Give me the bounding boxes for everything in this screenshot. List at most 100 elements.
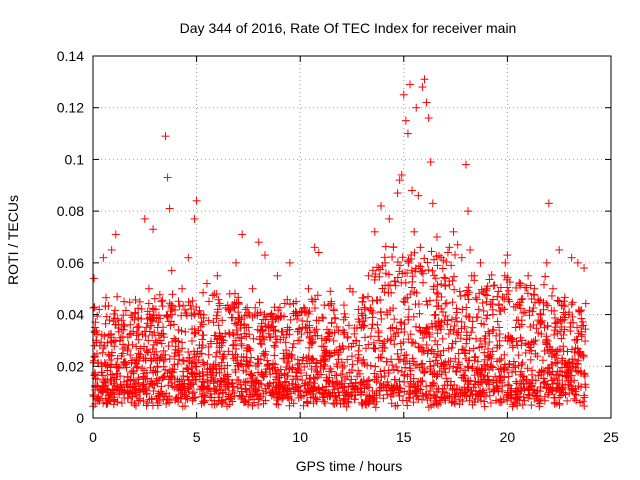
background-point — [416, 377, 425, 386]
data-point — [192, 196, 201, 205]
background-point — [273, 393, 282, 402]
background-point — [153, 354, 162, 363]
background-point — [131, 308, 140, 317]
background-point — [199, 384, 208, 393]
background-point — [256, 339, 265, 348]
background-point — [178, 338, 187, 347]
data-point — [445, 243, 454, 252]
background-point — [201, 396, 210, 405]
data-point — [476, 258, 485, 267]
background-point — [517, 360, 526, 369]
background-point — [422, 340, 431, 349]
background-point — [228, 313, 237, 322]
background-point — [494, 384, 503, 393]
background-point — [210, 290, 219, 299]
background-point — [561, 359, 570, 368]
background-point — [376, 353, 385, 362]
background-point — [247, 379, 256, 388]
background-point — [468, 317, 477, 326]
background-point — [339, 326, 348, 335]
background-point — [344, 321, 353, 330]
background-point — [480, 402, 489, 411]
background-point — [259, 399, 268, 408]
background-point — [373, 296, 382, 305]
background-point — [393, 349, 402, 358]
background-point — [170, 360, 179, 369]
background-point — [489, 295, 498, 304]
background-point — [581, 299, 590, 308]
background-point — [248, 373, 257, 382]
background-point — [476, 378, 485, 387]
background-point — [540, 280, 549, 289]
background-point — [209, 360, 218, 369]
background-point — [168, 337, 177, 346]
background-point — [177, 311, 186, 320]
background-point — [395, 261, 404, 270]
background-point — [220, 350, 229, 359]
background-point — [228, 386, 237, 395]
background-point — [481, 365, 490, 374]
background-point — [140, 342, 149, 351]
background-point — [517, 295, 526, 304]
background-point — [199, 288, 208, 297]
background-point — [167, 303, 176, 312]
background-point — [395, 355, 404, 364]
background-point — [308, 337, 317, 346]
background-point — [459, 345, 468, 354]
background-point — [429, 255, 438, 264]
background-point — [97, 330, 106, 339]
background-point — [125, 298, 134, 307]
background-point — [440, 316, 449, 325]
background-point — [126, 311, 135, 320]
background-point — [353, 356, 362, 365]
background-point — [576, 307, 585, 316]
data-point — [130, 315, 139, 324]
background-point — [108, 370, 117, 379]
background-point — [422, 324, 431, 333]
background-point — [430, 369, 439, 378]
background-point — [366, 361, 375, 370]
background-point — [487, 354, 496, 363]
background-point — [433, 261, 442, 270]
background-point — [527, 346, 536, 355]
background-point — [404, 305, 413, 314]
background-point — [229, 331, 238, 340]
background-point — [215, 299, 224, 308]
background-point — [536, 319, 545, 328]
background-point — [120, 322, 129, 331]
background-point — [118, 349, 127, 358]
background-point — [255, 386, 264, 395]
background-point — [310, 326, 319, 335]
data-point — [171, 336, 180, 345]
background-point — [98, 388, 107, 397]
background-point — [361, 333, 370, 342]
background-point — [553, 346, 562, 355]
background-point — [411, 361, 420, 370]
background-point — [525, 311, 534, 320]
data-point — [196, 310, 205, 319]
background-point — [428, 266, 437, 275]
background-point — [234, 300, 243, 309]
background-point — [384, 366, 393, 375]
background-point — [358, 320, 367, 329]
background-point — [136, 386, 145, 395]
background-point — [505, 359, 514, 368]
background-point — [302, 371, 311, 380]
background-point — [359, 322, 368, 331]
background-point — [423, 396, 432, 405]
background-point — [318, 383, 327, 392]
background-point — [490, 281, 499, 290]
background-point — [539, 305, 548, 314]
background-point — [500, 360, 509, 369]
background-point — [575, 307, 584, 316]
background-point — [390, 340, 399, 349]
background-point — [261, 347, 270, 356]
background-point — [261, 396, 270, 405]
background-point — [377, 353, 386, 362]
background-point — [397, 318, 406, 327]
background-point — [417, 377, 426, 386]
background-point — [126, 375, 135, 384]
background-point — [101, 375, 110, 384]
background-point — [297, 392, 306, 401]
